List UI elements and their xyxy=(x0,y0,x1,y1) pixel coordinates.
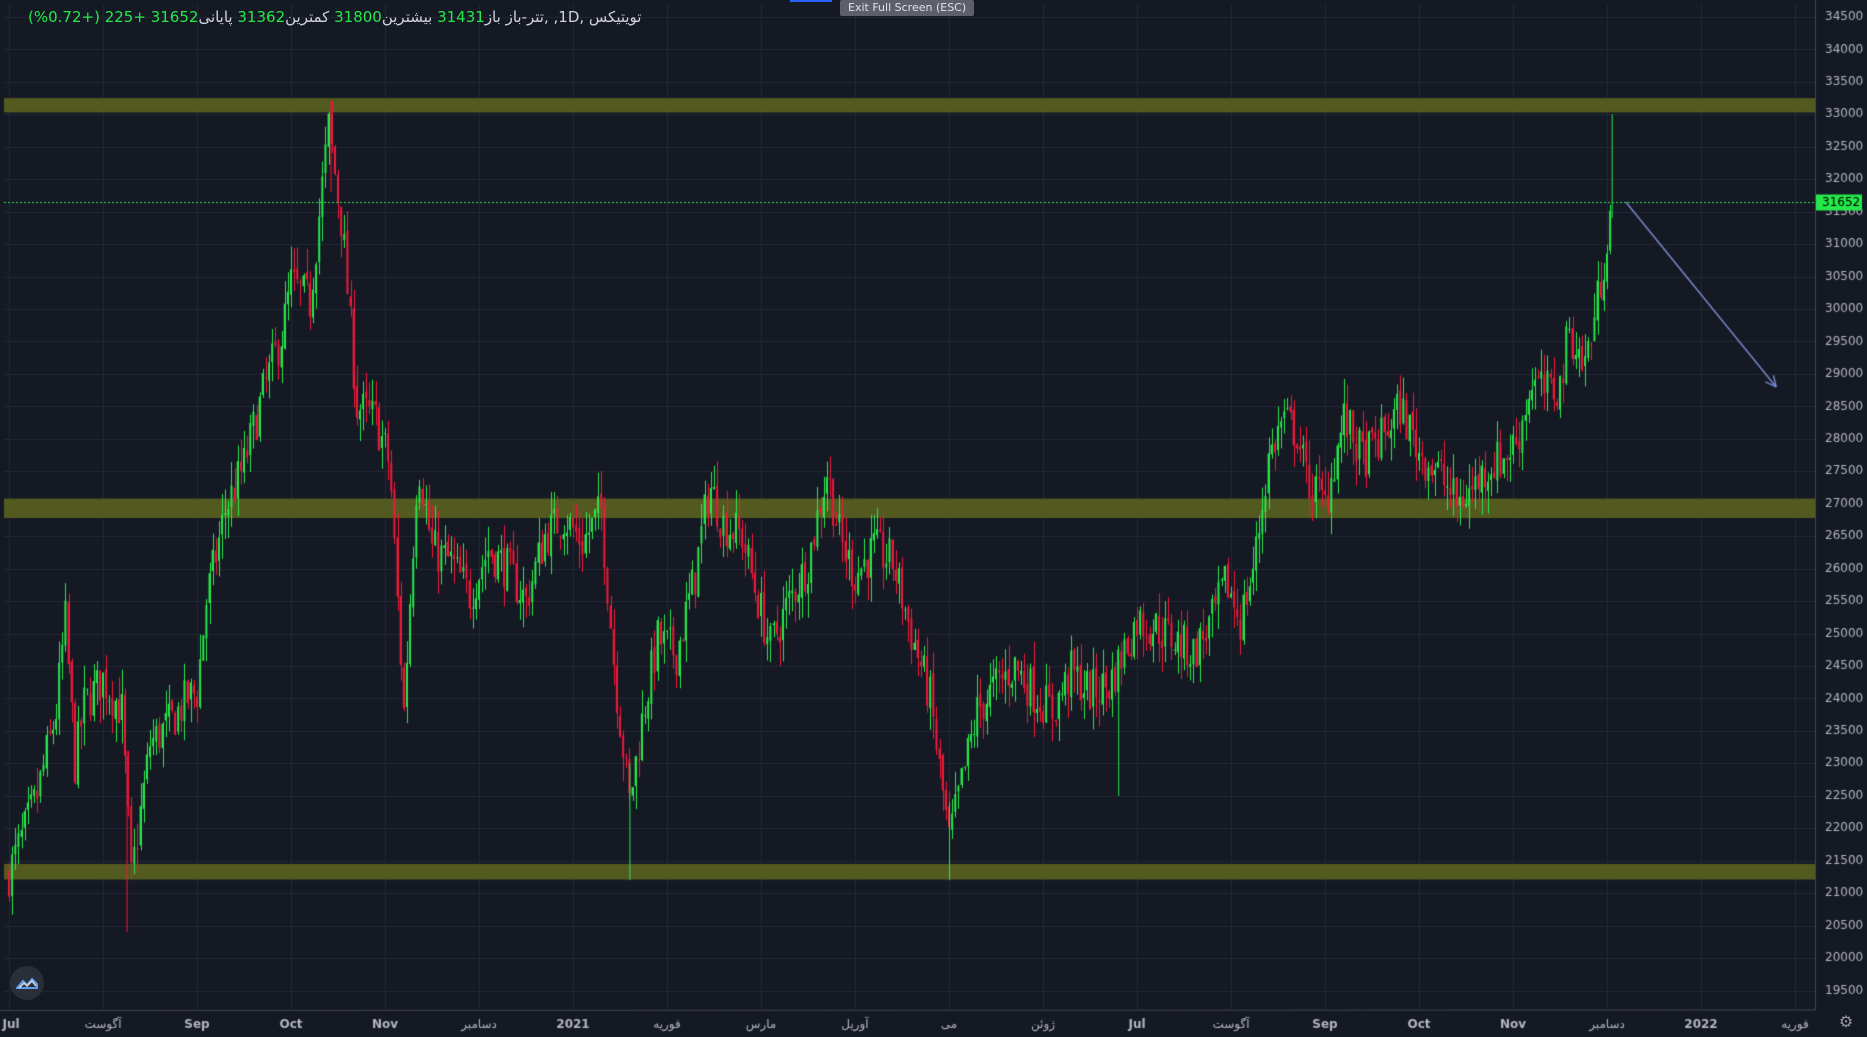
symbol-name: تویتیکس ,1D, ,تتر-باز xyxy=(505,8,642,26)
legend-close: 31652 xyxy=(150,8,199,26)
legend-low-label: کمترین xyxy=(285,8,330,26)
legend-high: 31800 xyxy=(334,8,382,26)
legend-low: 31362 xyxy=(237,8,286,26)
legend-open: 31431 xyxy=(437,8,485,26)
gear-icon[interactable]: ⚙ xyxy=(1838,1012,1854,1031)
fullscreen-indicator xyxy=(790,0,832,2)
legend-open-label: باز xyxy=(484,8,501,26)
symbol-legend: تویتیکس ,1D, ,تتر-باز باز31431 بیشترین31… xyxy=(28,8,641,26)
legend-close-label: پایانی xyxy=(198,8,233,26)
exit-fullscreen-button[interactable]: Exit Full Screen (ESC) xyxy=(840,0,975,16)
legend-high-label: بیشترین xyxy=(381,8,433,26)
tradingview-logo-icon[interactable] xyxy=(10,966,44,1000)
legend-change: +225 (+0.72%) xyxy=(28,8,146,26)
